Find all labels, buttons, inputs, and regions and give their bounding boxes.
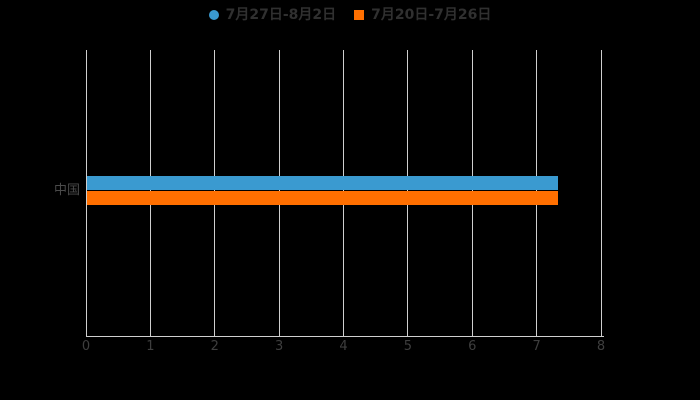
x-axis-tick <box>85 330 87 336</box>
x-tick-label: 1 <box>146 339 155 354</box>
x-axis-tick <box>600 330 602 336</box>
x-tick-label: 3 <box>274 339 284 354</box>
chart-legend: 7月27日-8月2日 7月20日-7月26日 <box>0 6 700 24</box>
bar-series-0[interactable] <box>87 176 558 190</box>
legend-label: 7月20日-7月26日 <box>371 7 492 23</box>
gridline-x8 <box>600 50 602 330</box>
gridline-x7 <box>536 50 538 330</box>
gridline-x1 <box>149 50 151 330</box>
gridline-x6 <box>471 50 473 330</box>
x-axis-tick <box>471 330 473 336</box>
x-axis-tick <box>343 330 344 336</box>
x-axis-tick <box>214 330 216 336</box>
x-axis-tick <box>536 330 538 336</box>
gridline-x4 <box>343 50 344 330</box>
x-axis-tick <box>407 330 409 336</box>
x-axis-tick <box>278 330 280 336</box>
gridline-x0 <box>85 50 87 330</box>
x-tick-label: 4 <box>339 339 348 354</box>
square-marker-icon <box>354 10 365 20</box>
x-axis-line <box>86 336 604 337</box>
x-tick-label: 8 <box>596 339 606 354</box>
bar-series-1[interactable] <box>87 191 558 205</box>
gridline-x5 <box>407 50 409 330</box>
x-tick-label: 6 <box>468 339 477 354</box>
x-tick-label: 2 <box>210 339 219 354</box>
x-axis-tick <box>149 330 151 336</box>
x-tick-label: 5 <box>403 339 413 354</box>
gridline-x3 <box>278 50 280 330</box>
gridline-x2 <box>214 50 216 330</box>
x-tick-label: 7 <box>532 339 541 354</box>
category-label: 中国 <box>53 183 80 198</box>
circle-marker-icon <box>208 10 219 20</box>
x-tick-label: 0 <box>81 339 91 354</box>
legend-item-0[interactable]: 7月27日-8月2日 <box>208 6 337 24</box>
legend-item-1[interactable]: 7月20日-7月26日 <box>354 6 491 24</box>
legend-label: 7月27日-8月2日 <box>225 7 337 23</box>
